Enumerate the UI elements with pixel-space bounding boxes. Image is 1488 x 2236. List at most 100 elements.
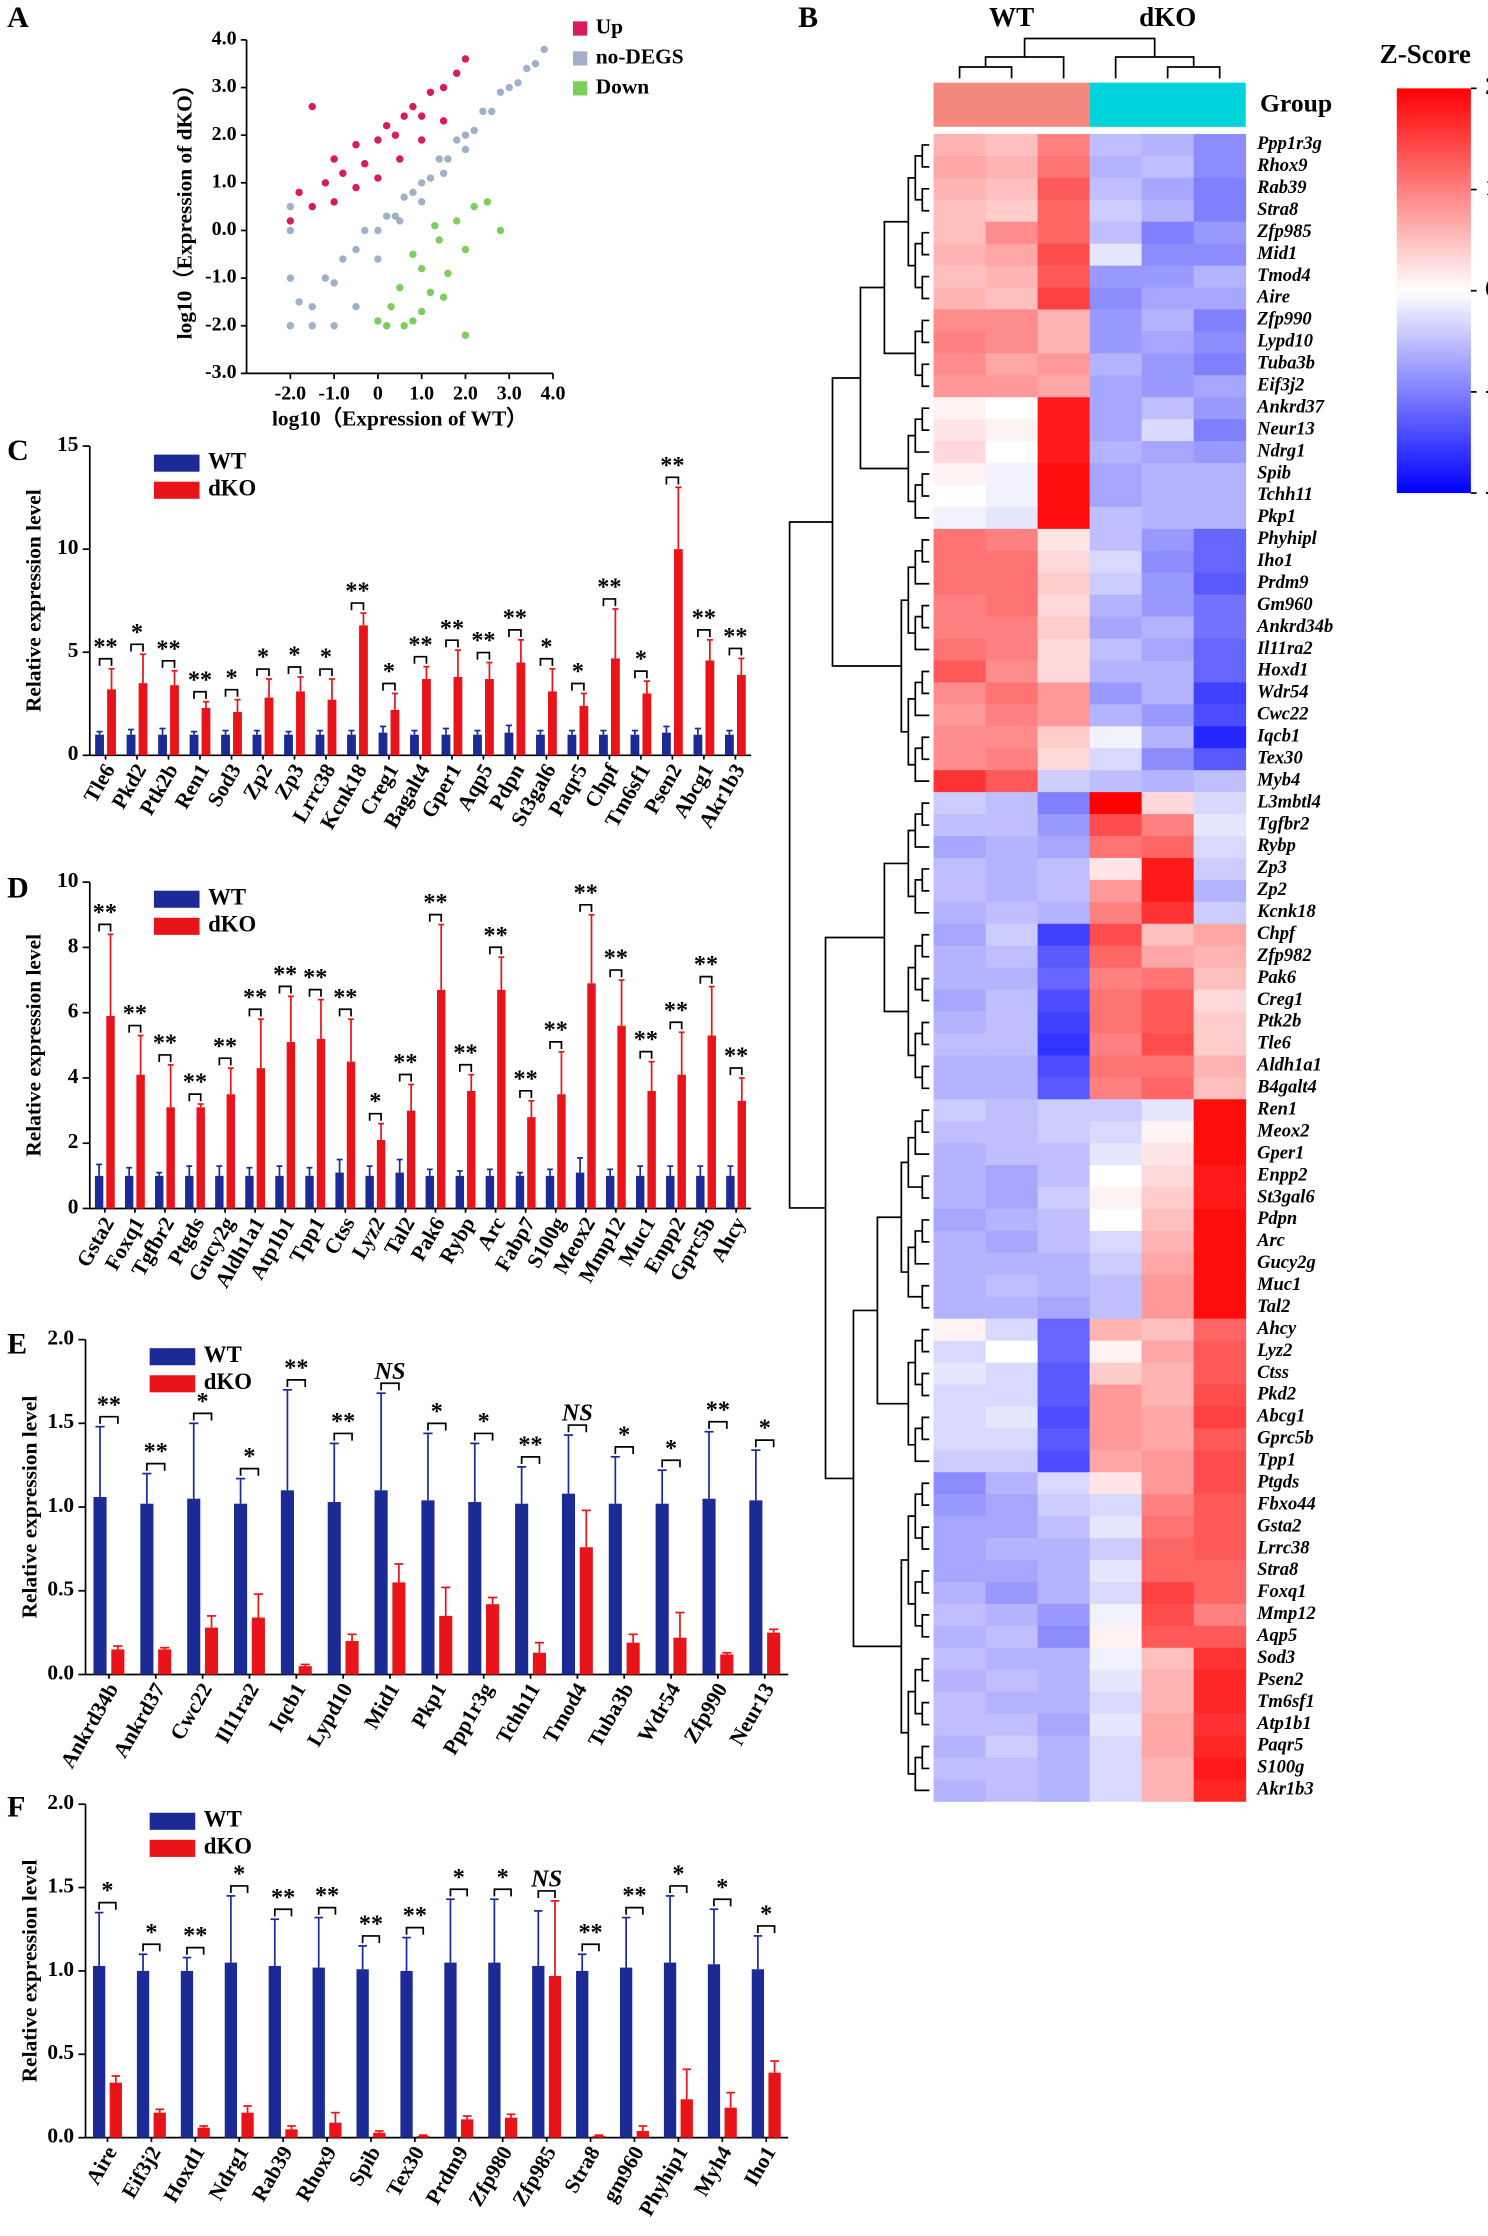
significance-bracket xyxy=(248,1008,262,1017)
error-bar xyxy=(156,1171,163,1176)
heat-cell xyxy=(1141,375,1195,398)
heat-cell xyxy=(1141,506,1195,530)
heat-cell xyxy=(1193,660,1247,683)
significance-bracket xyxy=(368,1112,382,1121)
heat-cell xyxy=(1193,506,1247,530)
heat-cell xyxy=(1037,506,1091,530)
bar xyxy=(436,989,446,1209)
error-bar xyxy=(706,639,713,661)
error-bar xyxy=(488,1596,498,1605)
significance-label: * xyxy=(497,1864,509,1891)
bar xyxy=(579,1547,593,1675)
heat-cell xyxy=(1037,1406,1091,1429)
error-bar xyxy=(697,1165,704,1176)
heat-cell xyxy=(985,1143,1039,1166)
row-label: Pkp1 xyxy=(1256,506,1296,527)
heat-cell xyxy=(933,1779,987,1802)
bar xyxy=(655,1503,669,1675)
heat-cell xyxy=(985,967,1039,991)
x-tick-label: 2.0 xyxy=(453,382,478,404)
heat-cell xyxy=(1089,1318,1143,1342)
point xyxy=(374,317,382,325)
heat-cell xyxy=(1141,484,1195,508)
significance-bracket xyxy=(449,1888,469,1897)
bar xyxy=(453,676,463,756)
y-tick-label: 1.0 xyxy=(47,1957,74,1981)
row-label: Tchh11 xyxy=(1257,484,1313,505)
point xyxy=(286,202,295,211)
legend-label: Down xyxy=(596,74,650,98)
heat-cell xyxy=(933,1428,987,1451)
error-bar xyxy=(621,1916,631,1968)
heat-cell xyxy=(985,1603,1039,1627)
bar xyxy=(504,2117,518,2138)
error-bar xyxy=(534,1641,545,1653)
heat-cell xyxy=(1193,967,1247,991)
significance-bracket xyxy=(757,1925,776,1934)
significance-bracket xyxy=(256,668,270,677)
significance-bracket xyxy=(713,1898,732,1907)
group-name: WT xyxy=(989,2,1034,32)
heat-cell xyxy=(933,1099,987,1122)
y-tick-label: 4.0 xyxy=(212,27,237,49)
error-bar xyxy=(375,2130,384,2133)
bar xyxy=(107,689,116,756)
error-bar xyxy=(402,1936,411,1971)
heat-cell xyxy=(1141,1406,1195,1429)
significance-label: * xyxy=(320,644,332,671)
significance-label: ** xyxy=(273,961,297,988)
heat-cell xyxy=(1193,704,1247,727)
heat-cell xyxy=(1193,1362,1247,1385)
panel-letter: B xyxy=(798,1,818,34)
error-bar xyxy=(770,2060,779,2073)
heat-cell xyxy=(985,1713,1039,1736)
heat-cell xyxy=(933,857,987,881)
error-bar xyxy=(111,2075,121,2083)
heat-cell xyxy=(933,265,987,288)
significance-label: * xyxy=(618,1421,630,1448)
bar xyxy=(705,660,715,756)
heat-cell xyxy=(1141,836,1195,859)
bar xyxy=(221,734,230,756)
bar xyxy=(392,1582,406,1675)
error-bar xyxy=(142,1472,152,1504)
significance-label: * xyxy=(225,664,237,691)
heat-cell xyxy=(933,1230,987,1254)
significance-label: ** xyxy=(213,1033,237,1060)
error-bar xyxy=(276,1165,283,1176)
significance-bracket xyxy=(519,1089,533,1098)
bar xyxy=(315,734,325,756)
heat-cell xyxy=(1141,1516,1195,1539)
bar xyxy=(536,734,545,756)
heat-cell xyxy=(1037,1143,1091,1166)
heat-cell xyxy=(933,441,987,464)
heat-cell xyxy=(1141,572,1195,596)
heat-cell xyxy=(1193,1560,1247,1583)
bar xyxy=(400,1970,413,2138)
bar xyxy=(548,691,557,756)
error-bar xyxy=(426,1168,433,1176)
error-bar xyxy=(490,1898,499,1963)
y-tick-label: -1.0 xyxy=(205,266,237,288)
significance-bracket xyxy=(614,1445,634,1454)
x-tick-label: Rhox9 xyxy=(291,2142,341,2205)
heat-cell xyxy=(1193,331,1247,354)
significance-bracket xyxy=(669,1885,688,1894)
x-axis-title: log10（Expression of WT） xyxy=(272,406,528,430)
heat-cell xyxy=(1089,1406,1143,1429)
heat-cell xyxy=(1193,1779,1247,1802)
error-bar xyxy=(517,1171,523,1176)
point xyxy=(417,112,426,120)
bar xyxy=(599,734,608,756)
colorbar-tick-label: 2 xyxy=(1485,73,1488,100)
error-bar xyxy=(253,729,261,735)
heat-cell xyxy=(933,1187,987,1210)
row-label: Pkd2 xyxy=(1256,1384,1296,1405)
point xyxy=(461,245,470,254)
heat-cell xyxy=(933,287,987,310)
bar xyxy=(180,1970,194,2138)
bar xyxy=(702,1498,716,1675)
point xyxy=(426,288,435,297)
bar xyxy=(395,1172,404,1209)
heat-cell xyxy=(1141,1560,1195,1583)
